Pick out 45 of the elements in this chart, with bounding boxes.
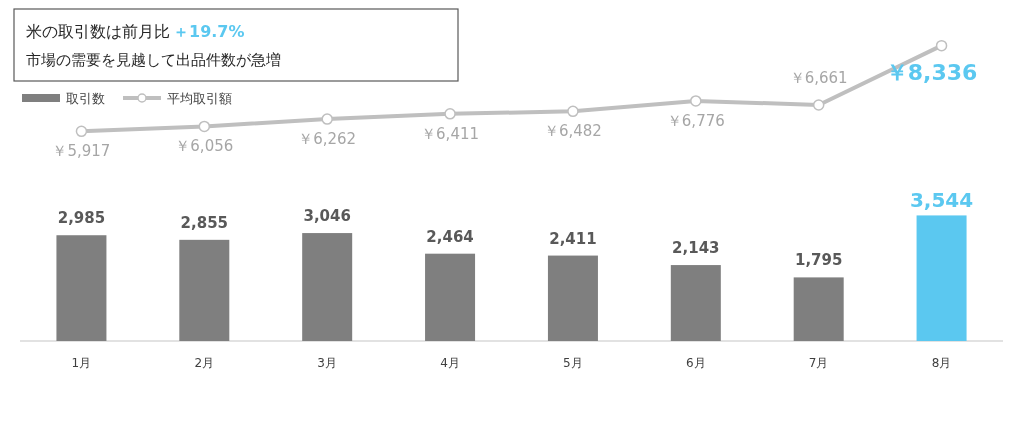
point <box>812 99 825 111</box>
bar <box>56 235 107 341</box>
text: ＋19.7% <box>173 22 245 41</box>
x-tick-label: 2月 <box>194 356 215 370</box>
point <box>690 95 702 107</box>
data-label: ￥6,262 <box>298 130 357 149</box>
data-label: ￥6,411 <box>421 124 480 143</box>
data-label: 2,985 <box>57 209 106 228</box>
x-tick-label: 1月 <box>71 356 92 370</box>
legend-label: 平均取引額 <box>167 91 232 106</box>
data-label: ￥5,917 <box>52 142 111 161</box>
x-tick-label: 6月 <box>685 356 706 370</box>
data-label: ￥8,336 <box>885 59 978 85</box>
bar <box>793 277 844 341</box>
data-label: 2,411 <box>549 229 597 248</box>
legend-label: 取引数 <box>66 91 105 106</box>
bar <box>425 253 476 341</box>
data-label: ￥6,776 <box>666 111 725 130</box>
data-label: ￥6,661 <box>789 68 848 87</box>
data-label: ￥6,482 <box>543 122 602 141</box>
data-label: 2,143 <box>672 239 720 258</box>
chart-title: 米の取引数は前月比 <box>26 22 170 41</box>
point <box>321 113 333 125</box>
data-label: 2,855 <box>180 213 229 232</box>
x-tick-label: 3月 <box>317 356 338 370</box>
x-tick-label: 7月 <box>808 356 829 370</box>
bar <box>179 239 230 341</box>
bar <box>302 233 353 341</box>
point <box>935 39 948 52</box>
data-label: 2,464 <box>426 227 474 246</box>
x-tick-label: 8月 <box>931 356 952 370</box>
chart-subtitle: 市場の需要を見越して出品件数が急増 <box>26 51 281 69</box>
data-label: 1,795 <box>794 251 843 270</box>
point <box>75 125 88 138</box>
bar <box>916 215 967 341</box>
point <box>444 108 456 120</box>
data-label: 3,046 <box>303 207 351 226</box>
point <box>567 105 579 118</box>
x-tick-label: 4月 <box>440 356 460 370</box>
data-label: ￥6,056 <box>175 137 234 156</box>
point <box>198 120 211 133</box>
x-tick-label: 5月 <box>563 356 583 370</box>
bar <box>547 255 598 341</box>
data-label: 3,544 <box>909 188 974 213</box>
bar <box>670 265 721 341</box>
